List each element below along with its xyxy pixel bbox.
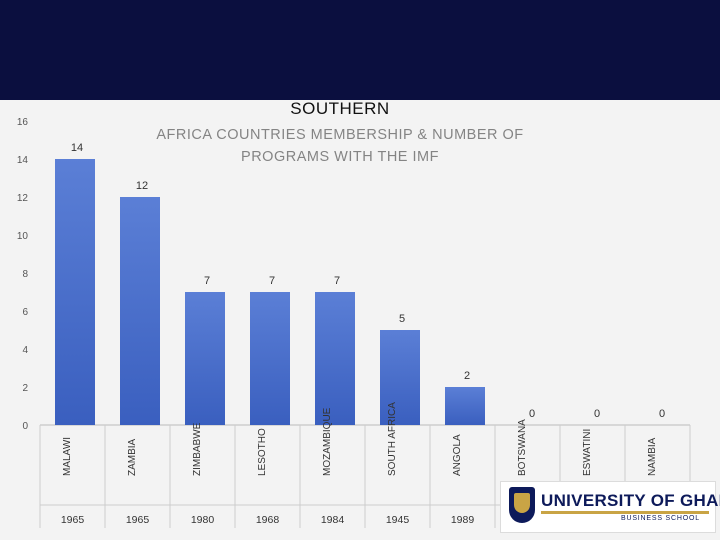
bar-south-africa [380, 330, 420, 425]
chart-title-line-1: SOUTHERN [290, 99, 390, 118]
bar-malawi [55, 159, 95, 425]
y-tick-label: 16 [17, 117, 29, 128]
logo-rule [541, 511, 709, 514]
y-axis-ticks: 0 2 4 6 8 10 12 14 16 [17, 117, 29, 432]
data-label: 5 [399, 313, 405, 325]
data-label: 0 [594, 408, 600, 420]
y-tick-label: 6 [22, 307, 28, 318]
category-label: ANGOLA [452, 434, 463, 476]
y-tick-label: 10 [17, 231, 29, 242]
membership-year: 1968 [256, 514, 280, 526]
bar-zimbabwe [185, 292, 225, 425]
top-banner [0, 0, 720, 100]
category-label: MALAWI [62, 437, 73, 476]
category-label: SOUTH AFRICA [387, 402, 398, 476]
y-tick-label: 4 [22, 345, 28, 356]
data-label: 7 [269, 275, 275, 287]
category-label: MOZAMBIQUE [322, 407, 333, 476]
data-label: 0 [659, 408, 665, 420]
chart-title-line-3: PROGRAMS WITH THE IMF [241, 149, 439, 165]
category-label: LESOTHO [257, 428, 268, 476]
data-label: 0 [529, 408, 535, 420]
data-label: 7 [334, 275, 340, 287]
data-label: 12 [136, 180, 148, 192]
membership-year: 1945 [386, 514, 410, 526]
logo-name: UNIVERSITY OF GHANA [541, 491, 720, 510]
data-label: 7 [204, 275, 210, 287]
category-label: ESWATINI [582, 429, 593, 476]
chart-title: SOUTHERN AFRICA COUNTRIES MEMBERSHIP & N… [110, 94, 570, 168]
chart-title-line-2: AFRICA COUNTRIES MEMBERSHIP & NUMBER OF [156, 127, 524, 143]
category-labels: MALAWI ZAMBIA ZIMBABWE LESOTHO MOZAMBIQUE SOU… [62, 402, 658, 476]
bar-mozambique [315, 292, 355, 425]
bars [55, 159, 485, 425]
logo-sub: BUSINESS SCHOOL [621, 515, 700, 522]
membership-year: 1980 [191, 514, 215, 526]
y-tick-label: 8 [22, 269, 28, 280]
membership-year: 1989 [451, 514, 475, 526]
category-label: BOTSWANA [517, 419, 528, 476]
membership-year: 1965 [126, 514, 150, 526]
y-tick-label: 12 [17, 193, 29, 204]
y-tick-label: 14 [17, 155, 29, 166]
data-labels: 14 12 7 7 7 5 2 0 0 0 [71, 142, 665, 420]
data-label: 2 [464, 370, 470, 382]
membership-year: 1984 [321, 514, 345, 526]
crest-icon [509, 487, 535, 523]
membership-year: 1965 [61, 514, 85, 526]
university-logo: UNIVERSITY OF GHANA BUSINESS SCHOOL [500, 481, 720, 533]
category-label: ZIMBABWE [192, 422, 203, 476]
category-label: ZAMBIA [127, 438, 138, 476]
bar-zambia [120, 197, 160, 425]
y-tick-label: 2 [22, 383, 28, 394]
category-label: NAMBIA [647, 437, 658, 476]
y-tick-label: 0 [22, 421, 28, 432]
bar-lesotho [250, 292, 290, 425]
bar-angola [445, 387, 485, 425]
data-label: 14 [71, 142, 83, 154]
